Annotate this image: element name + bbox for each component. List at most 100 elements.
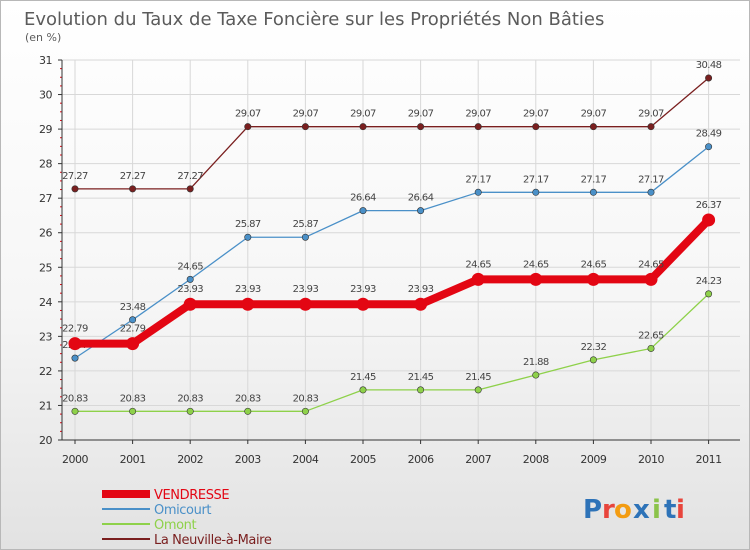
y-tick-label: 25 (39, 261, 52, 274)
x-tick-label: 2006 (408, 453, 434, 466)
data-point (68, 337, 82, 351)
data-point (356, 297, 370, 311)
data-label: 21.45 (408, 372, 434, 383)
data-label: 20.83 (235, 393, 261, 404)
data-label: 23.93 (408, 284, 434, 295)
data-label: 22.79 (120, 324, 146, 335)
legend-label: Omicourt (154, 503, 211, 518)
data-label: 29.07 (581, 109, 607, 120)
data-point (647, 344, 655, 352)
x-tick-label: 2010 (638, 453, 664, 466)
data-point (586, 272, 600, 286)
y-tick-label: 27 (39, 192, 52, 205)
data-label: 22.32 (581, 342, 607, 353)
series-vendresse: 22.79 22.79 23.93 23.93 23.93 23.93 23.93 24.65… (62, 200, 722, 351)
x-tick-label: 2005 (350, 453, 376, 466)
data-point (301, 123, 309, 131)
logo-letter: i (652, 495, 661, 525)
data-point (129, 407, 137, 415)
data-label: 27.17 (581, 174, 607, 185)
data-point (71, 185, 79, 193)
x-tick-label: 2009 (580, 453, 606, 466)
data-point (126, 337, 140, 351)
data-label: 26.64 (408, 193, 434, 204)
data-point (705, 143, 713, 151)
axes: 20 21 22 23 24 25 26 27 28 29 30 31 2000 2001 2002 2003… (39, 54, 740, 466)
data-point (589, 356, 597, 364)
data-label: 29.07 (638, 109, 664, 120)
data-label: 26.64 (350, 193, 376, 204)
data-point (417, 123, 425, 131)
y-unit-label: (en %) (25, 31, 61, 44)
data-point (414, 297, 428, 311)
data-point (298, 297, 312, 311)
series-omont: 20.83 20.83 20.83 20.83 20.83 21.45 21.45 21.45… (62, 276, 722, 415)
data-point (705, 290, 713, 298)
data-point (647, 188, 655, 196)
data-point (129, 316, 137, 324)
y-tick-label: 30 (39, 89, 52, 102)
data-label: 24.65 (581, 259, 607, 270)
logo-letter: o (614, 495, 632, 525)
y-tick-label: 24 (39, 296, 52, 309)
data-point (244, 407, 252, 415)
y-tick-label: 31 (39, 54, 52, 67)
y-tick-label: 23 (39, 330, 52, 343)
x-tick-label: 2001 (120, 453, 146, 466)
data-label: 21.45 (465, 372, 491, 383)
data-label: 27.17 (465, 174, 491, 185)
data-label: 27.17 (523, 174, 549, 185)
logo-letter: P (583, 495, 602, 525)
data-label: 23.93 (177, 284, 203, 295)
data-point (71, 354, 79, 362)
data-point (244, 233, 252, 241)
data-point (359, 123, 367, 131)
data-label: 27.17 (638, 174, 664, 185)
data-point (702, 213, 716, 227)
data-point (301, 407, 309, 415)
data-label: 20.83 (177, 393, 203, 404)
data-label: 24.65 (177, 261, 203, 272)
data-point (359, 207, 367, 215)
data-label: 26.37 (696, 200, 722, 211)
data-point (532, 371, 540, 379)
y-tick-label: 26 (39, 227, 52, 240)
data-point (241, 297, 255, 311)
y-tick-label: 22 (39, 365, 52, 378)
data-point (186, 185, 194, 193)
data-point (647, 123, 655, 131)
data-label: 24.23 (696, 276, 722, 287)
data-label: 25.87 (293, 219, 319, 230)
data-point (244, 123, 252, 131)
y-tick-label: 29 (39, 123, 52, 136)
data-point (359, 386, 367, 394)
data-point (532, 188, 540, 196)
logo-letter: t (664, 495, 676, 525)
series-line (74, 146, 710, 359)
x-tick-label: 2008 (523, 453, 549, 466)
data-label: 20.83 (62, 393, 88, 404)
data-point (301, 233, 309, 241)
data-label: 22.79 (62, 324, 88, 335)
data-point (474, 386, 482, 394)
data-label: 25.87 (235, 219, 261, 230)
data-label: 24.65 (523, 259, 549, 270)
data-label: 30.48 (696, 60, 722, 71)
data-point (529, 272, 543, 286)
data-point (705, 74, 713, 82)
series-layer: 27.27 27.27 27.27 29.07 29.07 29.07 29.07 29.07… (62, 60, 722, 415)
data-label: 27.27 (177, 171, 203, 182)
data-label: 29.07 (293, 109, 319, 120)
data-label: 29.07 (523, 109, 549, 120)
data-label: 23.93 (350, 284, 376, 295)
data-label: 27.27 (62, 171, 88, 182)
data-label: 20.83 (120, 393, 146, 404)
series-line (74, 293, 710, 412)
data-label: 28.49 (696, 129, 722, 140)
data-label: 23.48 (120, 302, 146, 313)
data-point (589, 123, 597, 131)
